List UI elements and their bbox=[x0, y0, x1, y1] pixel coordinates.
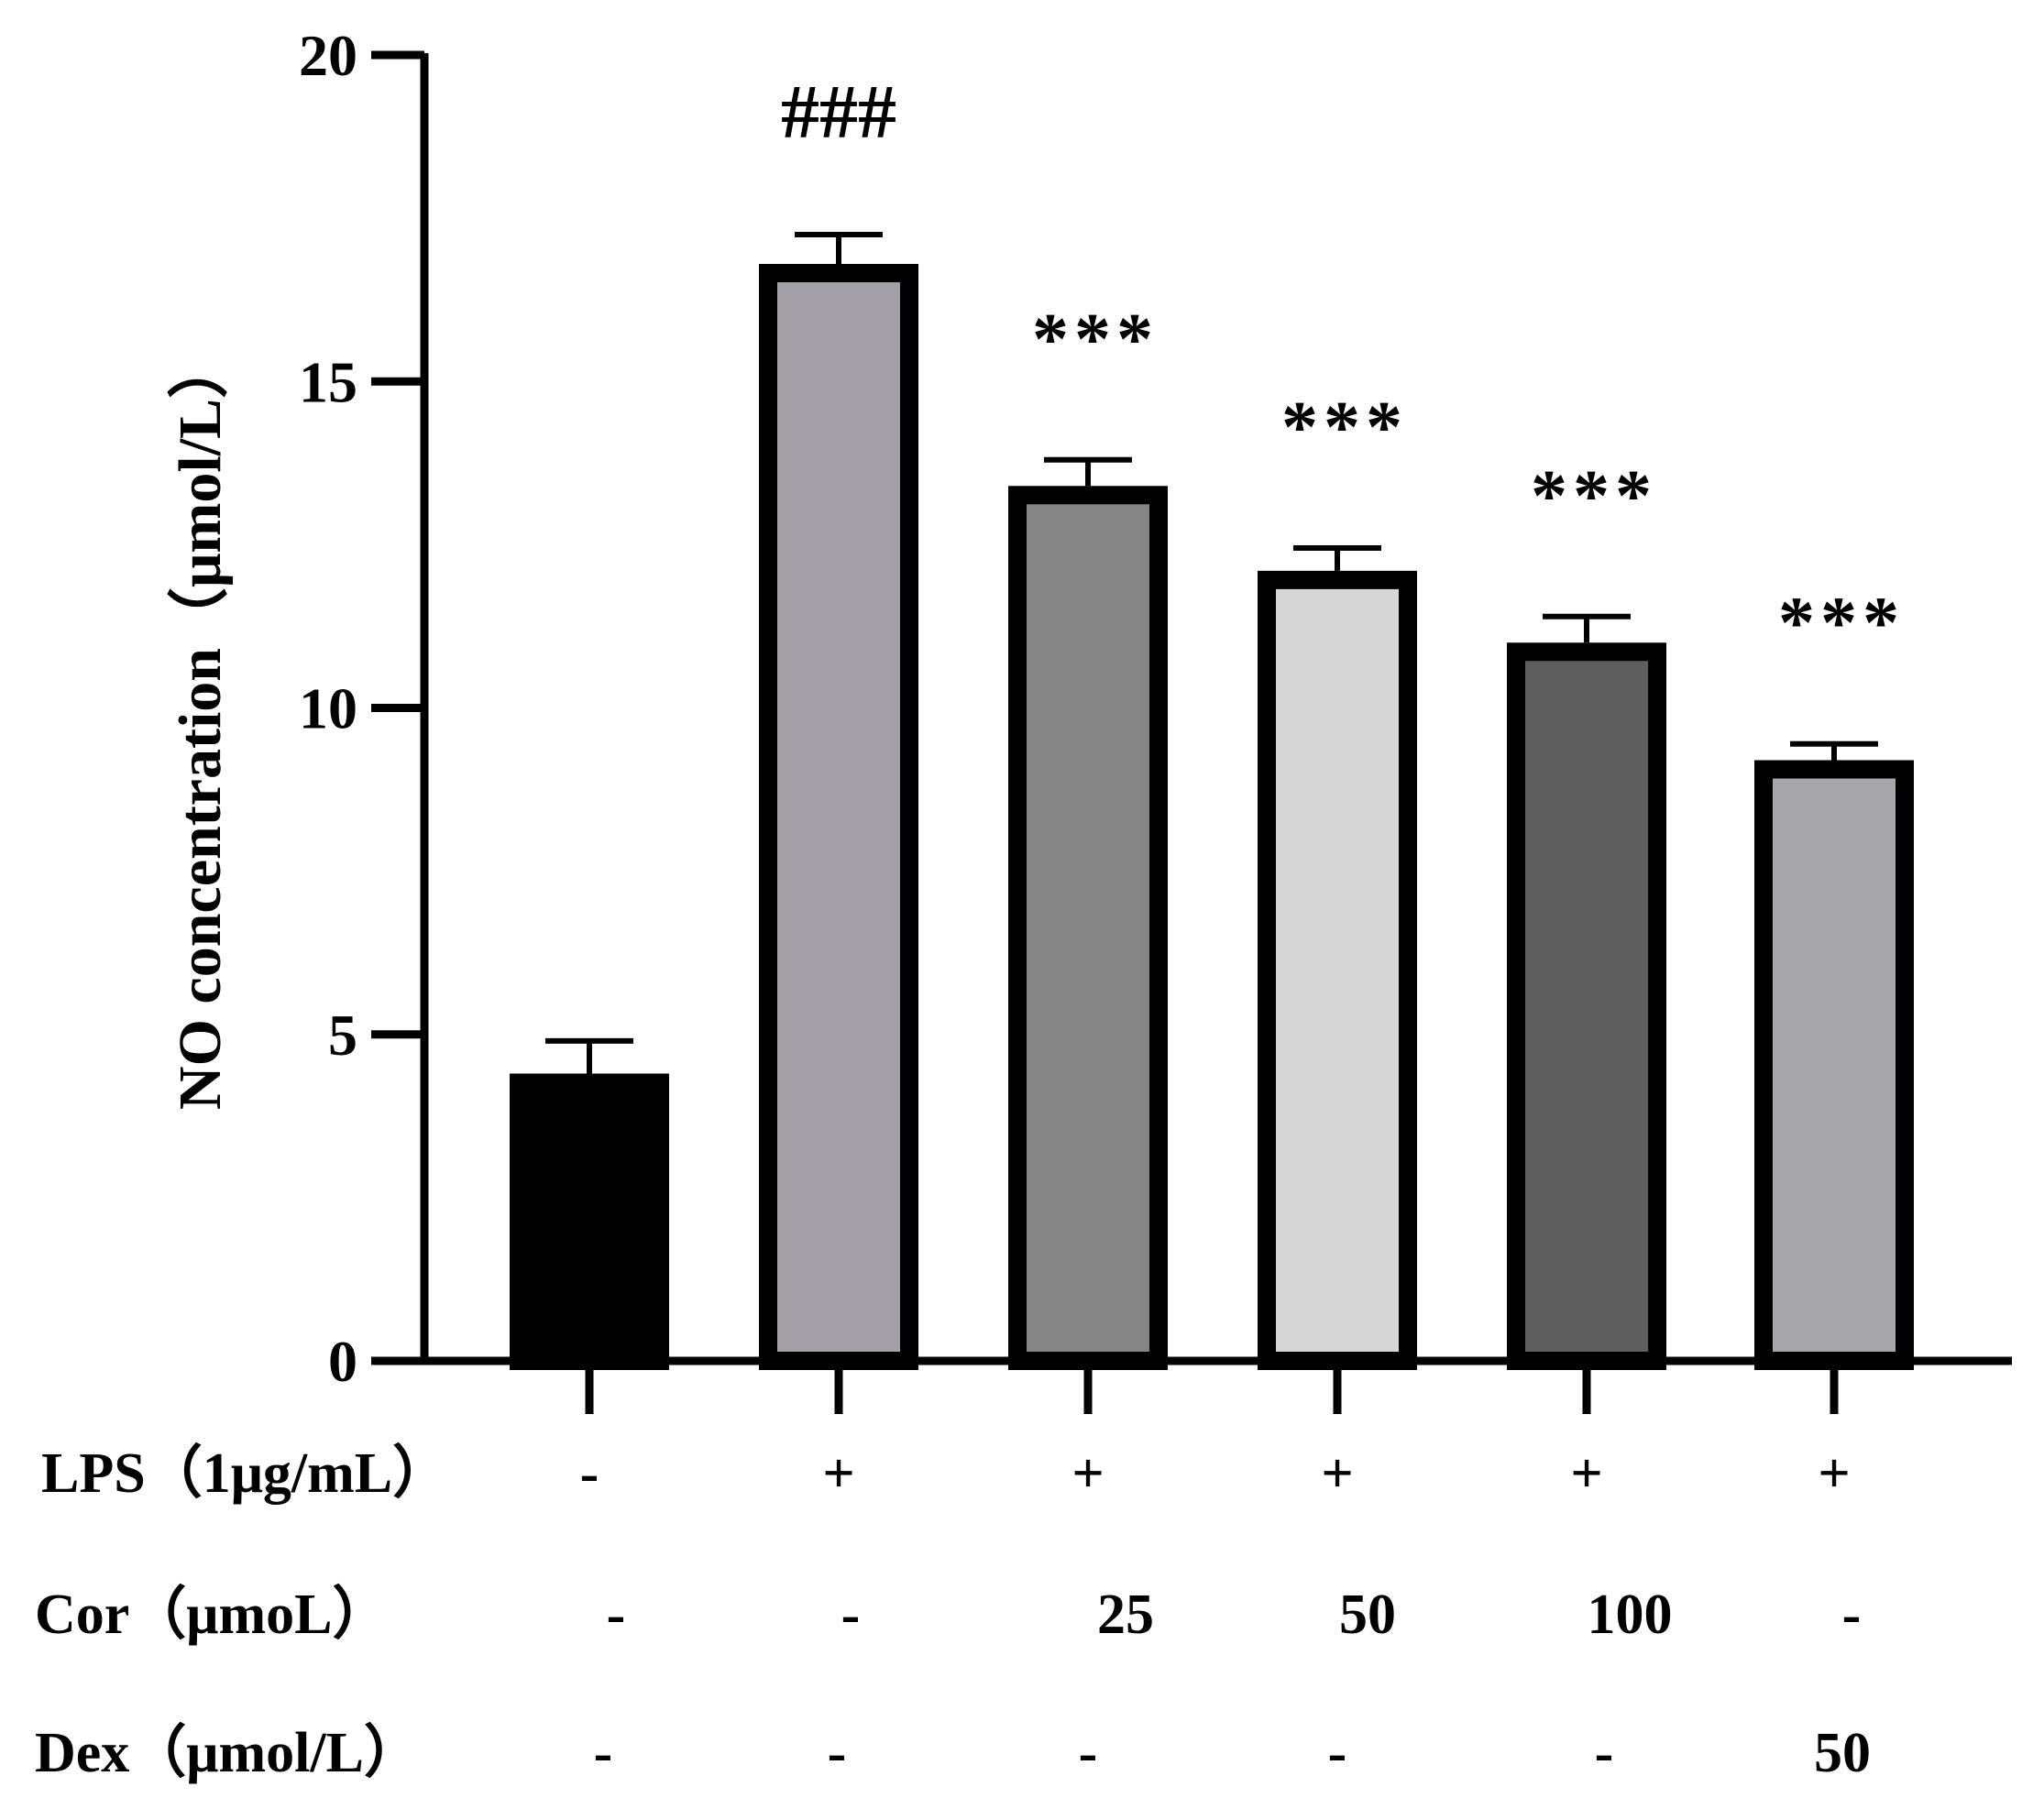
significance-stars-label: *** bbox=[1032, 300, 1159, 380]
labels: 0 5 10 15 20 ### *** *** *** *** LPS（1μg/mL） - + + + + +… bbox=[35, 23, 1905, 1784]
condition-cell: 100 bbox=[1588, 1584, 1673, 1646]
condition-cell: + bbox=[1818, 1442, 1850, 1505]
condition-cell: - bbox=[1079, 1722, 1098, 1784]
condition-row-label: Cor（μmoL） bbox=[35, 1582, 389, 1646]
condition-cell: - bbox=[841, 1584, 861, 1646]
condition-cell: 50 bbox=[1339, 1584, 1396, 1646]
bar bbox=[1008, 486, 1168, 1370]
condition-cell: 50 bbox=[1814, 1722, 1871, 1784]
condition-cell: + bbox=[1071, 1442, 1104, 1505]
bars bbox=[510, 231, 1914, 1370]
bar bbox=[1258, 570, 1417, 1370]
significance-stars-label: *** bbox=[1778, 584, 1905, 664]
bar bbox=[759, 264, 918, 1370]
y-axis-label: NO concentration（μmol/L） bbox=[166, 338, 234, 1110]
significance-hash-label: ### bbox=[781, 70, 896, 155]
condition-row-label: Dex（μmol/L） bbox=[35, 1720, 421, 1784]
condition-cell: + bbox=[1321, 1442, 1353, 1505]
condition-cell: + bbox=[822, 1442, 854, 1505]
condition-cell: - bbox=[594, 1722, 613, 1784]
significance-stars-label: *** bbox=[1531, 456, 1657, 537]
y-tick-label: 5 bbox=[328, 1003, 357, 1068]
condition-cell: - bbox=[1328, 1722, 1347, 1784]
condition-cell: - bbox=[1842, 1584, 1862, 1646]
y-tick-label: 0 bbox=[328, 1329, 357, 1394]
condition-cell: - bbox=[580, 1442, 599, 1505]
condition-cell: + bbox=[1570, 1442, 1602, 1505]
bar bbox=[1754, 760, 1914, 1370]
condition-row-label: LPS（1μg/mL） bbox=[41, 1441, 449, 1505]
condition-cell: - bbox=[607, 1584, 626, 1646]
condition-cell: - bbox=[828, 1722, 847, 1784]
significance-stars-label: *** bbox=[1281, 388, 1408, 468]
y-tick-label: 20 bbox=[299, 23, 357, 88]
y-tick-label: 10 bbox=[299, 676, 357, 741]
bar bbox=[1507, 642, 1666, 1370]
condition-cell: 25 bbox=[1097, 1584, 1154, 1646]
condition-cell: - bbox=[1595, 1722, 1614, 1784]
y-tick-label: 15 bbox=[299, 349, 357, 414]
bar bbox=[510, 1073, 669, 1370]
